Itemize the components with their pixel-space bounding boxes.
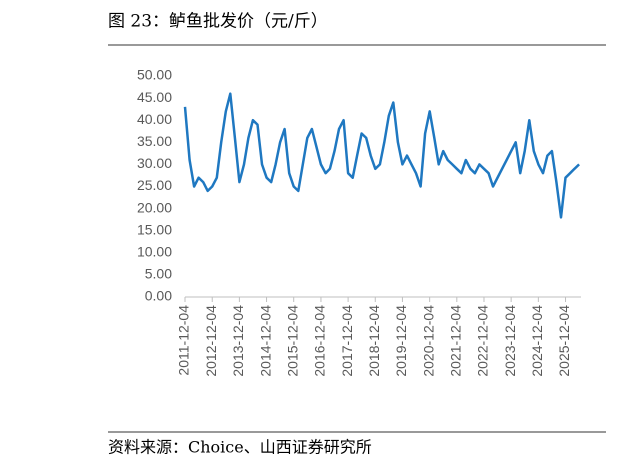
x-tick-label: 2016-12-04 (312, 305, 328, 377)
x-tick-label: 2019-12-04 (393, 305, 409, 377)
x-tick-label: 2015-12-04 (284, 305, 300, 377)
x-tick-label: 2021-12-04 (448, 305, 464, 377)
x-tick-label: 2022-12-04 (475, 305, 491, 377)
y-tick-label: 35.00 (137, 133, 172, 149)
x-tick-label: 2020-12-04 (420, 305, 436, 377)
y-tick-label: 15.00 (137, 221, 172, 237)
price-line (183, 92, 580, 219)
x-tick-label: 2014-12-04 (257, 305, 273, 377)
y-tick-label: 45.00 (137, 89, 172, 105)
x-tick-label: 2017-12-04 (339, 305, 355, 377)
source-note: 资料来源：Choice、山西证券研究所 (108, 438, 372, 457)
y-tick-label: 40.00 (137, 111, 172, 127)
x-tick-label: 2018-12-04 (366, 305, 382, 377)
x-tick-label: 2011-12-04 (176, 305, 192, 376)
x-tick-label: 2023-12-04 (502, 305, 518, 377)
y-tick-label: 5.00 (145, 266, 172, 282)
x-tick-label: 2013-12-04 (230, 305, 246, 377)
x-tick-label: 2024-12-04 (529, 305, 545, 377)
y-tick-label: 10.00 (137, 244, 172, 260)
y-tick-label: 50.00 (137, 67, 172, 83)
y-tick-label: 30.00 (137, 155, 172, 171)
x-tick-label: 2012-12-04 (203, 305, 219, 377)
y-tick-label: 25.00 (137, 177, 172, 193)
x-tick-label: 2025-12-04 (556, 305, 572, 377)
y-tick-label: 20.00 (137, 199, 172, 215)
y-tick-label: 0.00 (145, 288, 172, 304)
chart-title: 图 23：鲈鱼批发价（元/斤） (108, 12, 328, 32)
